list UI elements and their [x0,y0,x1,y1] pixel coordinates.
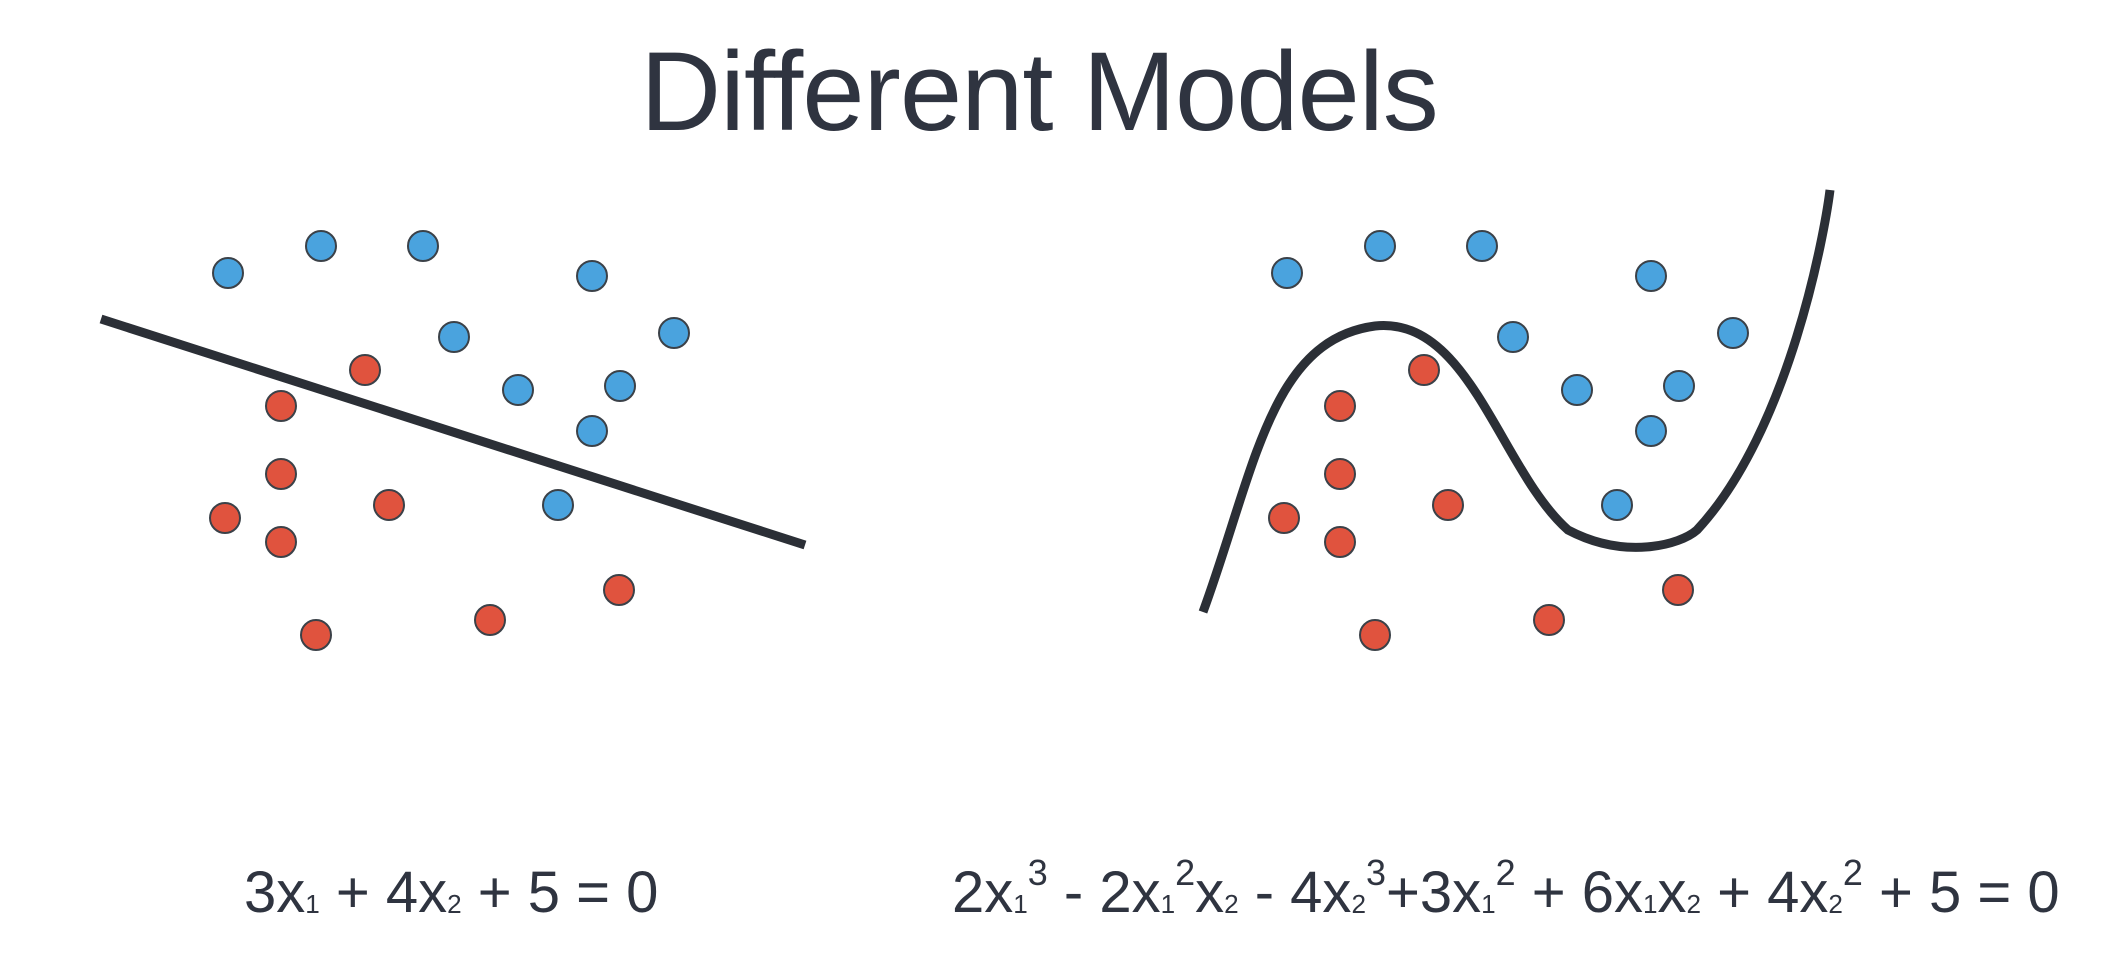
eq-term: + 4x [319,860,448,925]
slide-title: Different Models [640,29,1438,154]
blue-data-point [407,230,439,262]
blue-data-point [604,370,636,402]
red-data-point [373,489,405,521]
blue-data-point [502,374,534,406]
red-data-point [1359,619,1391,651]
linear-model-points [209,230,690,651]
blue-data-point [1717,317,1749,349]
red-data-point [474,604,506,636]
blue-data-point [1635,415,1667,447]
polynomial-model-points [1268,230,1749,651]
blue-data-point [438,321,470,353]
blue-data-point [542,489,574,521]
red-data-point [265,526,297,558]
eq-exponent: 2 [1495,852,1516,894]
eq-subscript: 1 [1642,889,1658,920]
polynomial-model-panel [1198,189,1835,651]
blue-data-point [305,230,337,262]
eq-subscript: 2 [1686,889,1701,920]
red-data-point [300,619,332,651]
blue-data-point [1663,370,1695,402]
eq-exponent: 2 [1842,852,1863,894]
eq-subscript: 2 [1828,889,1843,920]
blue-data-point [1561,374,1593,406]
eq-term: 2x [952,860,1014,925]
blue-data-point [1635,260,1667,292]
red-data-point [1268,502,1300,534]
eq-subscript: 2 [1224,889,1239,920]
blue-data-point [1466,230,1498,262]
eq-term: + 6x [1515,860,1643,925]
blue-data-point [1497,321,1529,353]
blue-data-point [1271,257,1303,289]
blue-data-point [212,257,244,289]
eq-subscript: 1 [1160,889,1176,920]
eq-exponent: 3 [1027,852,1048,894]
linear-model-panel [99,230,807,651]
eq-subscript: 1 [305,889,320,920]
polynomial-equation: 2x13 - 2x12x2 - 4x23+3x12 + 6x1x2 + 4x22… [952,852,2060,938]
blue-data-point [1364,230,1396,262]
red-data-point [1324,458,1356,490]
eq-term: - 4x [1238,860,1352,925]
eq-term: 3x [244,860,306,925]
red-data-point [1324,390,1356,422]
eq-subscript: 1 [1481,889,1496,920]
red-data-point [603,574,635,606]
eq-term: + 5 = 0 [1862,860,2060,925]
linear-boundary-line [99,314,807,550]
eq-subscript: 1 [1013,889,1028,920]
eq-term: - 2x [1047,860,1161,925]
red-data-point [1533,604,1565,636]
polynomial-boundary-curve [1198,189,1835,614]
eq-term: x [1195,860,1225,925]
red-data-point [1324,526,1356,558]
red-data-point [1662,574,1694,606]
red-data-point [265,390,297,422]
blue-data-point [576,260,608,292]
eq-exponent: 3 [1365,852,1386,894]
eq-subscript: 2 [1351,889,1366,920]
blue-data-point [576,415,608,447]
red-data-point [1432,489,1464,521]
eq-exponent: 2 [1175,852,1196,894]
red-data-point [209,502,241,534]
blue-data-point [1601,489,1633,521]
eq-subscript: 2 [447,889,462,920]
red-data-point [349,354,381,386]
eq-term: + 4x [1701,860,1829,925]
eq-term: + 5 = 0 [461,860,659,925]
red-data-point [265,458,297,490]
blue-data-point [658,317,690,349]
eq-term: +3x [1385,860,1482,925]
red-data-point [1408,354,1440,386]
eq-term: x [1657,860,1687,925]
linear-equation: 3x1 + 4x2 + 5 = 0 [244,858,658,938]
